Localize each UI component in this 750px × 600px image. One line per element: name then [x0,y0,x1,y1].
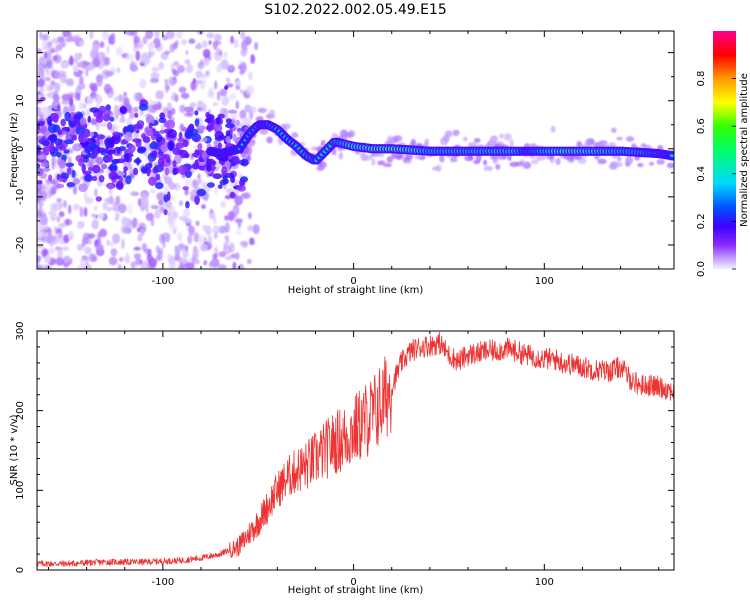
snr-ytick-label: 200 [15,401,26,420]
spectrogram-ytick-label: -20 [15,237,26,253]
spectrogram-xtick-label: 100 [535,276,554,287]
spectrogram-ylabel: Frequency (Hz) [9,112,20,188]
snr-xtick-label: -100 [152,577,175,588]
snr-ylabel: SNR (10 * v/v) [9,414,20,485]
colorbar-tick-label: 0.0 [696,261,707,277]
snr-xtick-label: 0 [350,577,356,588]
snr-series-line [37,331,674,568]
colorbar-tick-label: 0.2 [696,213,707,229]
colorbar-label: Normalized spectral amplitude [739,73,750,227]
spectrogram-ytick-label: -10 [15,189,26,205]
spectrogram-ytick-label: 10 [15,94,26,107]
snr-ytick-label: 0 [15,567,26,573]
snr-ytick-label: 300 [15,321,26,340]
figure-title: S102.2022.002.05.49.E15 [264,2,447,18]
snr-ytick-label: 100 [15,481,26,500]
spectrogram-frame [36,30,675,270]
spectrogram-ytick-label: 20 [15,46,26,59]
colorbar-tick-label: 0.4 [696,166,707,182]
spectrogram-ridge [206,120,674,165]
colorbar-tick-label: 0.6 [696,118,707,134]
snr-frame [36,330,675,571]
spectrogram-xlabel: Height of straight line (km) [288,285,424,296]
colorbar-tick-label: 0.8 [696,71,707,87]
colorbar-gradient [713,31,736,269]
spectrogram-xtick-label: 0 [350,276,356,287]
snr-xtick-label: 100 [535,577,554,588]
colorbar: 0.0 0.2 0.4 0.6 0.8 Normalized spectral ampl… [696,31,750,277]
spectrogram-xtick-label: -100 [152,276,175,287]
spectrogram-ytick-label: 0 [15,146,26,152]
spectrogram-heatmap [37,31,674,269]
snr-panel: -100 0 100 0 100 200 300 Height of straight li… [9,321,675,596]
snr-xlabel: Height of straight line (km) [288,585,424,596]
